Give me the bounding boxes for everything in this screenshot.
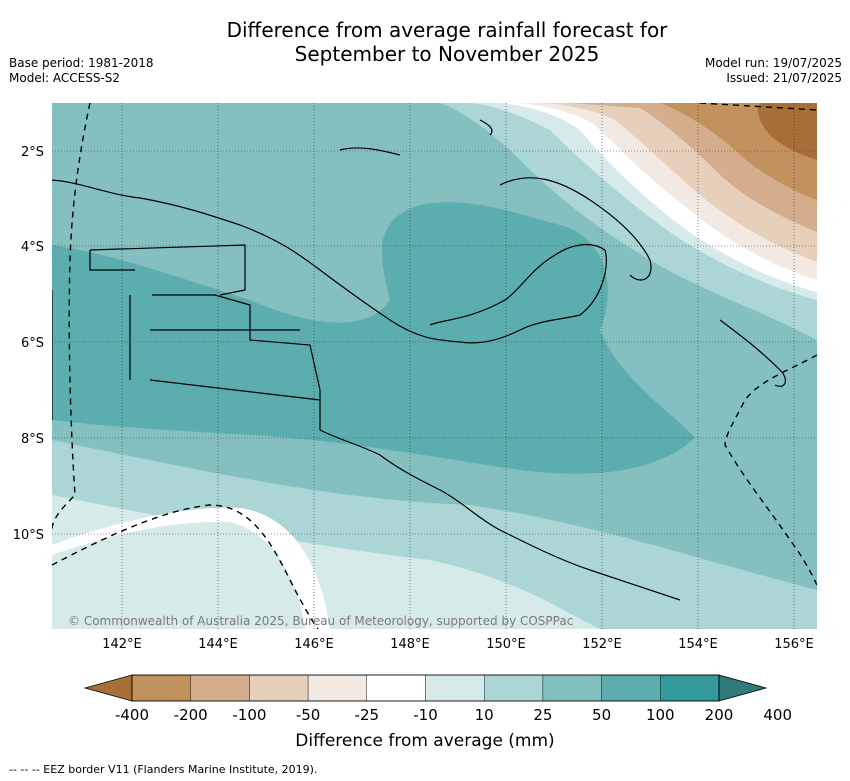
colorbar-swatch [190, 674, 250, 702]
colorbar-tick-label: -200 [174, 706, 208, 724]
title-line-2: September to November 2025 [294, 42, 600, 66]
colorbar-tick-label: 25 [533, 706, 552, 724]
lon-label: 142°E [102, 637, 142, 652]
colorbar-swatch [601, 674, 661, 702]
chart-title: Difference from average rainfall forecas… [0, 18, 850, 66]
lat-label: 10°S [13, 528, 44, 543]
colorbar-tick-label: 10 [475, 706, 494, 724]
eez-borders [52, 103, 817, 629]
issued-text: Issued: 21/07/2025 [726, 71, 842, 85]
copyright-text: © Commonwealth of Australia 2025, Bureau… [68, 614, 574, 628]
colorbar-swatch [425, 674, 485, 702]
lon-label: 156°E [774, 637, 814, 652]
colorbar-swatch [366, 674, 426, 702]
colorbar-tick-label: -25 [355, 706, 380, 724]
base-period-text: Base period: 1981-2018 [9, 56, 154, 70]
lat-label: 6°S [21, 336, 44, 351]
colorbar-swatch [484, 674, 544, 702]
colorbar-swatch [307, 674, 368, 702]
title-line-1: Difference from average rainfall forecas… [226, 18, 668, 42]
colorbar-swatch [131, 674, 191, 702]
colorbar-swatch [542, 674, 602, 702]
lon-label: 152°E [582, 637, 622, 652]
colorbar: -400 -200 -100 -50 -25 -10 10 25 50 100 200 400 [83, 674, 792, 724]
model-run-text: Model run: 19/07/2025 [704, 56, 842, 70]
colorbar-labels: -400 -200 -100 -50 -25 -10 10 25 50 100 200 400 [115, 706, 792, 724]
lat-label: 2°S [21, 145, 44, 160]
colorbar-tick-label: -50 [296, 706, 321, 724]
colorbar-swatch [660, 674, 720, 702]
colorbar-tick-label: -100 [232, 706, 266, 724]
meta-right: Model run: 19/07/2025 Issued: 21/07/2025 [705, 56, 842, 86]
graticule [52, 103, 817, 629]
colorbar-title: Difference from average (mm) [295, 731, 555, 751]
eez-legend-text: -- -- -- EEZ border V11 (Flanders Marine… [9, 763, 318, 776]
lon-label: 150°E [486, 637, 526, 652]
colorbar-tick-label: 50 [592, 706, 611, 724]
colorbar-swatches [131, 674, 720, 702]
colorbar-frame [131, 674, 720, 702]
lon-labels: 142°E 144°E 146°E 148°E 150°E 152°E 154°… [102, 637, 814, 652]
lat-labels: 2°S 4°S 6°S 8°S 10°S [13, 145, 44, 543]
lon-label: 148°E [390, 637, 430, 652]
colorbar-tick-label: 400 [763, 706, 792, 724]
colorbar-tick-label: -400 [115, 706, 149, 724]
colorbar-tick-label: -10 [413, 706, 438, 724]
model-text: Model: ACCESS-S2 [9, 71, 121, 85]
lat-label: 4°S [21, 240, 44, 255]
colorbar-tick-label: 100 [646, 706, 675, 724]
colorbar-tick-label: 200 [705, 706, 734, 724]
colorbar-arrow-low [83, 674, 133, 702]
lon-label: 146°E [294, 637, 334, 652]
colorbar-swatch [249, 674, 309, 702]
meta-left: Base period: 1981-2018 Model: ACCESS-S2 [9, 56, 154, 86]
lon-label: 154°E [678, 637, 718, 652]
map-contours [52, 103, 817, 629]
coastlines [52, 119, 787, 601]
lon-label: 144°E [198, 637, 238, 652]
lat-label: 8°S [21, 432, 44, 447]
colorbar-arrow-high [718, 674, 768, 702]
